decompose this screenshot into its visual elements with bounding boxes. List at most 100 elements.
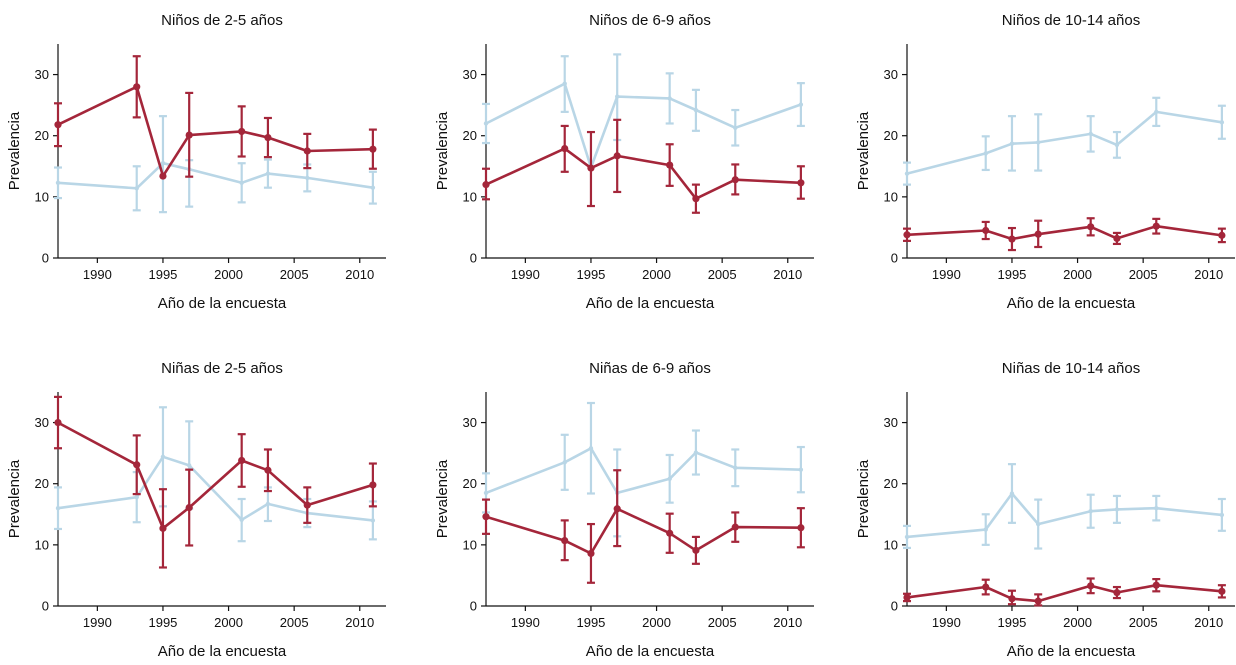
chart-2-series-blue-point <box>1154 109 1159 115</box>
chart-2-y-tick-label: 20 <box>884 128 898 143</box>
chart-1-series-blue-point <box>667 96 672 101</box>
chart-5-y-tick-label: 0 <box>891 599 898 614</box>
chart-1-series-red-point <box>587 164 595 172</box>
chart-2-series-red <box>903 217 1226 252</box>
chart-3-series-blue-point <box>160 454 166 460</box>
chart-0-series-red-point <box>159 172 167 180</box>
chart-2-series-red-point <box>1152 222 1160 230</box>
chart-4-panel: Niñas de 6-9 años 0 10 20 30 1990 1995 2000 2005… <box>434 360 814 660</box>
chart-2-x-tick-label: 2000 <box>1063 267 1092 282</box>
chart-0-series-blue-point <box>134 186 139 191</box>
chart-4-x-tick-label: 2000 <box>642 615 671 630</box>
chart-3-series-red-point <box>303 501 311 509</box>
chart-1-series-blue-point <box>562 81 567 86</box>
chart-3-series-red-point <box>133 461 141 469</box>
chart-3-series-red-point <box>185 503 193 512</box>
chart-0-series-red-point <box>369 145 377 153</box>
chart-4-x-tick-label: 2005 <box>708 615 737 630</box>
chart-5-series-red-point <box>903 593 911 602</box>
chart-3-series-red-line <box>57 421 374 530</box>
chart-4-y-tick-label: 20 <box>463 476 477 491</box>
chart-0-y-tick-label: 20 <box>35 128 49 143</box>
chart-3-series-blue-point <box>187 463 192 468</box>
chart-3-series-blue-point <box>370 518 376 523</box>
chart-5-series-red-point <box>1218 587 1226 595</box>
chart-0-series-blue-point <box>265 171 271 176</box>
chart-0-series-red-point <box>185 131 193 139</box>
chart-5-series-red-point <box>1152 581 1160 589</box>
chart-4-series-red-point <box>587 549 595 558</box>
chart-0-panel: Niños de 2-5 años 0 10 20 30 1990 1995 2000 2005… <box>6 12 386 312</box>
chart-3-y-axis-title: Prevalencia <box>6 459 23 538</box>
chart-2-panel: Niños de 10-14 años 0 10 20 30 1990 1995 2000 20… <box>855 12 1235 312</box>
chart-2-series-blue-point <box>1114 142 1120 148</box>
chart-1-series-red-point <box>692 195 700 203</box>
chart-1-y-tick-label: 30 <box>463 67 477 82</box>
chart-2-x-tick-label: 2010 <box>1194 267 1223 282</box>
chart-3-title: Niñas de 2-5 años <box>161 360 283 377</box>
chart-3-series-blue-point <box>134 494 139 500</box>
chart-5-series-red <box>903 577 1226 607</box>
chart-2-series-red-point <box>1087 223 1095 231</box>
chart-4-series-red-point <box>731 523 739 531</box>
chart-1-x-tick-label: 2010 <box>773 267 802 282</box>
chart-0-series-blue-point <box>160 161 166 166</box>
chart-1-series-red-line <box>485 147 801 200</box>
chart-2-series-red-point <box>1218 231 1226 239</box>
chart-3-x-tick-label: 2005 <box>280 615 309 630</box>
chart-4-series-red-point <box>613 505 621 513</box>
chart-5-x-tick-label: 1990 <box>932 615 961 630</box>
chart-1-x-tick-label: 2000 <box>642 267 671 282</box>
chart-3-series-red-point <box>238 456 246 465</box>
chart-4-x-tick-label: 1990 <box>511 615 540 630</box>
chart-1-series-red-point <box>797 179 805 187</box>
chart-2-y-axis-title: Prevalencia <box>855 111 872 190</box>
chart-3-panel: Niñas de 2-5 años 0 10 20 30 1990 1995 2000 2005… <box>6 360 386 660</box>
chart-5-x-tick-label: 1995 <box>997 615 1026 630</box>
chart-2-y-tick-label: 0 <box>891 251 898 266</box>
chart-0-series-blue-point <box>305 175 310 181</box>
chart-1-y-tick-label: 0 <box>470 251 477 266</box>
chart-2-x-axis-title: Año de la encuesta <box>1007 295 1136 312</box>
chart-0-y-tick-label: 0 <box>42 251 49 266</box>
chart-1-series-blue <box>482 53 805 170</box>
chart-4-title: Niñas de 6-9 años <box>589 360 711 377</box>
chart-1-x-tick-label: 1990 <box>511 267 540 282</box>
chart-1-series-blue-point <box>615 94 620 99</box>
chart-1-series-blue-point <box>483 121 489 126</box>
chart-1-series-blue-point <box>798 102 804 107</box>
chart-3-y-tick-label: 10 <box>35 537 49 552</box>
chart-2-series-blue-point <box>1088 131 1093 137</box>
chart-1-x-tick-label: 2005 <box>708 267 737 282</box>
chart-5-series-red-point <box>1008 595 1016 603</box>
chart-4-series-blue-point <box>483 490 489 496</box>
chart-5-panel: Niñas de 10-14 años 0 10 20 30 1990 1995 2000 20… <box>855 360 1235 660</box>
chart-5-y-tick-label: 30 <box>884 415 898 430</box>
chart-4-series-blue <box>482 401 805 538</box>
chart-5-series-red-point <box>1087 582 1095 590</box>
chart-2-series-blue-point <box>1036 140 1041 145</box>
chart-1-series-blue-line <box>485 82 802 169</box>
chart-0-y-tick-label: 30 <box>35 67 49 82</box>
chart-1-x-axis-title: Año de la encuesta <box>586 295 715 312</box>
chart-4-series-blue-point <box>588 446 594 451</box>
chart-2-series-blue-point <box>983 151 988 156</box>
chart-1-series-red-point <box>613 152 621 160</box>
chart-2-y-tick-label: 30 <box>884 67 898 82</box>
chart-2-series-red-point <box>1034 230 1042 238</box>
chart-2-x-tick-label: 1990 <box>932 267 961 282</box>
chart-3-series-blue-line <box>57 455 374 522</box>
chart-2-series-red-point <box>982 226 990 235</box>
chart-5-series-red-line <box>906 583 1223 603</box>
chart-4-x-tick-label: 1995 <box>576 615 605 630</box>
chart-0-x-tick-label: 1995 <box>148 267 177 282</box>
chart-0-x-tick-label: 2005 <box>280 267 309 282</box>
chart-4-series-red-point <box>482 513 490 521</box>
chart-3-series-blue <box>54 406 377 543</box>
chart-5-series-blue-line <box>906 492 1223 539</box>
chart-0-series-red-point <box>54 121 62 129</box>
chart-1-title: Niños de 6-9 años <box>589 12 711 29</box>
chart-5-series-blue-point <box>1009 491 1015 496</box>
chart-2-x-tick-label: 1995 <box>997 267 1026 282</box>
